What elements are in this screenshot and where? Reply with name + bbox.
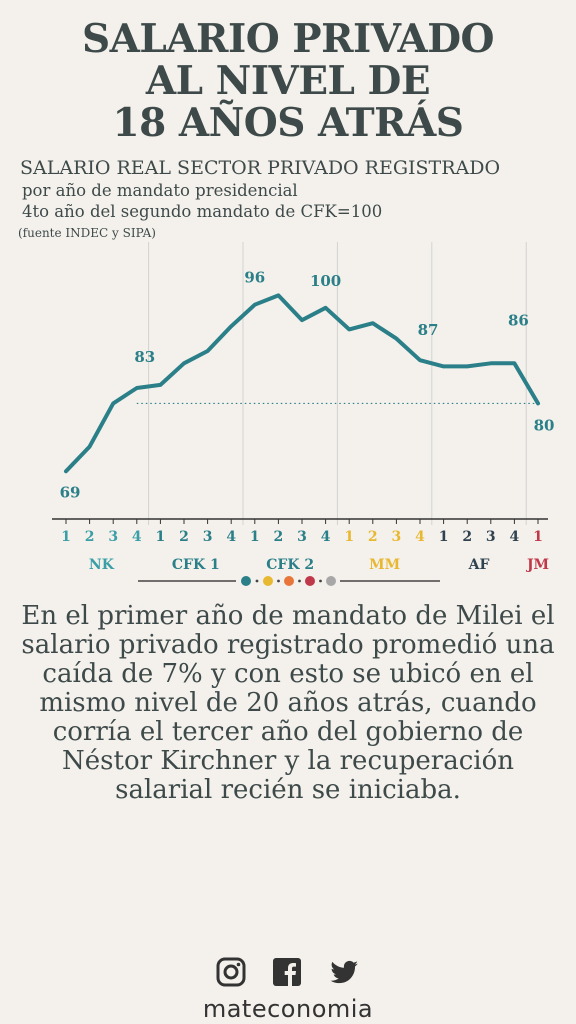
x-tick-label: 3	[392, 529, 402, 545]
x-tick-label: 3	[108, 529, 118, 545]
divider-dot-small	[298, 579, 301, 583]
x-tick-label: 4	[132, 529, 142, 545]
x-tick-label: 1	[344, 529, 354, 545]
series-line	[64, 293, 540, 474]
title-line-1: SALARIO PRIVADO	[81, 16, 495, 62]
divider-dot-small	[277, 579, 280, 583]
x-tick-label: 1	[533, 529, 543, 545]
group-label: NK	[89, 557, 115, 573]
data-label: 86	[508, 311, 529, 329]
divider-dot-small	[319, 579, 322, 583]
group-label: JM	[525, 557, 549, 573]
x-tick-label: 3	[297, 529, 307, 545]
x-tick-label: 1	[61, 529, 71, 545]
data-label: 80	[534, 416, 555, 434]
group-label: AF	[468, 557, 490, 573]
footer: mateconomia	[0, 957, 576, 1023]
x-tick-label: 4	[321, 529, 331, 545]
data-label: 87	[418, 321, 439, 339]
instagram-icon[interactable]	[216, 957, 246, 991]
group-label: MM	[369, 557, 400, 573]
divider-dot-small	[255, 579, 259, 583]
data-label: 69	[60, 483, 81, 501]
data-label: 100	[310, 272, 341, 290]
chart-subtitle-2: por año de mandato presidencial	[22, 181, 298, 200]
x-tick-label: 2	[179, 529, 189, 545]
x-tick-label: 2	[462, 529, 472, 545]
title-line-3: 18 AÑOS ATRÁS	[112, 100, 464, 146]
brand-name: mateconomia	[202, 995, 374, 1023]
chart-subtitle-3: 4to año del segundo mandato de CFK=100	[22, 202, 383, 221]
group-label: CFK 1	[172, 557, 220, 573]
group-label: CFK 2	[266, 557, 314, 573]
x-tick-label: 3	[486, 529, 496, 545]
x-tick-label: 1	[156, 529, 166, 545]
x-tick-label: 2	[368, 529, 378, 545]
facebook-icon[interactable]	[272, 957, 302, 991]
body-text: En el primer año de mandato de Milei el …	[21, 601, 555, 805]
x-tick-label: 3	[203, 529, 213, 545]
divider-dot	[305, 576, 315, 586]
divider-dot	[263, 576, 273, 586]
divider-dot	[241, 576, 251, 586]
x-tick-label: 2	[85, 529, 95, 545]
x-tick-label: 4	[415, 529, 425, 545]
chart-subtitle: SALARIO REAL SECTOR PRIVADO REGISTRADO	[20, 157, 501, 179]
divider-dot	[284, 576, 294, 586]
title-line-2: AL NIVEL DE	[145, 58, 431, 104]
chart-title: SALARIO PRIVADO AL NIVEL DE 18 AÑOS ATRÁ…	[0, 18, 576, 144]
twitter-icon[interactable]	[328, 957, 360, 991]
x-tick-label: 4	[226, 529, 236, 545]
x-tick-label: 1	[439, 529, 449, 545]
chart-source: (fuente INDEC y SIPA)	[18, 226, 156, 240]
data-label: 96	[244, 269, 265, 287]
data-label: 83	[134, 348, 155, 366]
x-tick-label: 4	[510, 529, 520, 545]
x-tick-label: 1	[250, 529, 260, 545]
x-tick-label: 2	[274, 529, 284, 545]
divider-dot	[326, 576, 336, 586]
